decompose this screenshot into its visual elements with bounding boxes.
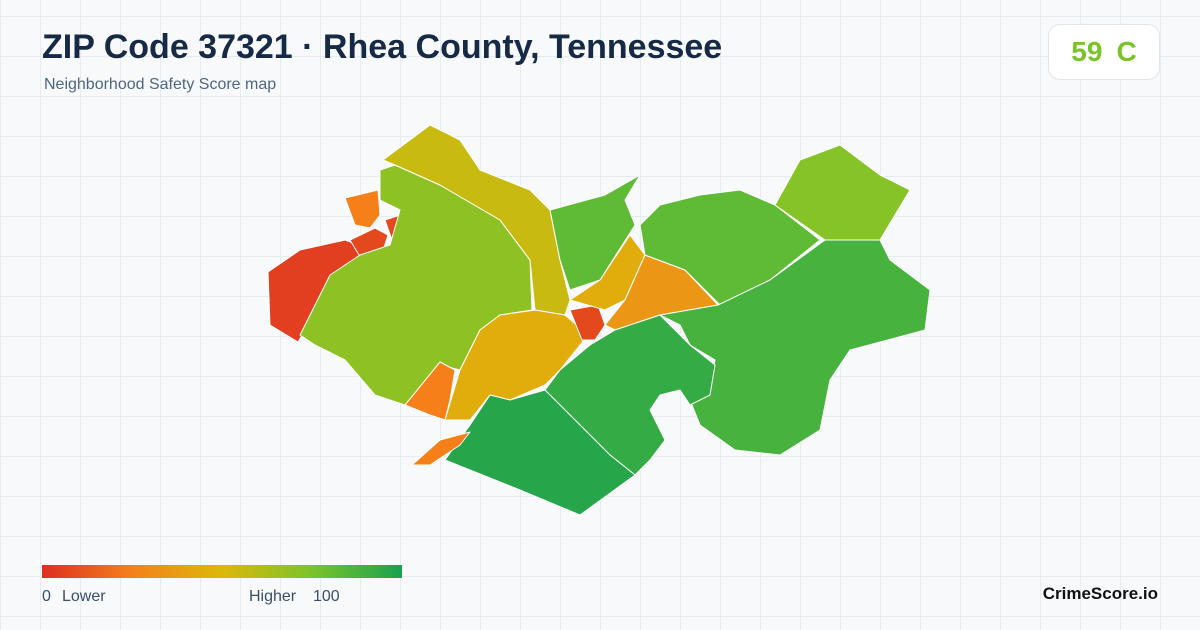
region	[344, 189, 381, 229]
score-badge: 59 C	[1048, 24, 1160, 80]
region	[444, 389, 636, 516]
score-value: 59	[1071, 36, 1103, 67]
region	[659, 239, 931, 456]
brand: CrimeScore.io	[1042, 584, 1158, 603]
score-grade: C	[1116, 36, 1137, 67]
region	[639, 189, 821, 306]
legend-max: 100	[313, 588, 340, 605]
region	[411, 431, 471, 466]
legend-max-label: Higher	[249, 588, 297, 605]
subtitle: Neighborhood Safety Score map	[44, 76, 277, 93]
legend-min: 0	[42, 588, 51, 605]
legend-bar	[42, 565, 402, 578]
region	[549, 174, 641, 291]
title: ZIP Code 37321 · Rhea County, Tennessee	[42, 28, 723, 66]
legend-min-label: Lower	[62, 588, 106, 605]
region	[404, 361, 456, 421]
